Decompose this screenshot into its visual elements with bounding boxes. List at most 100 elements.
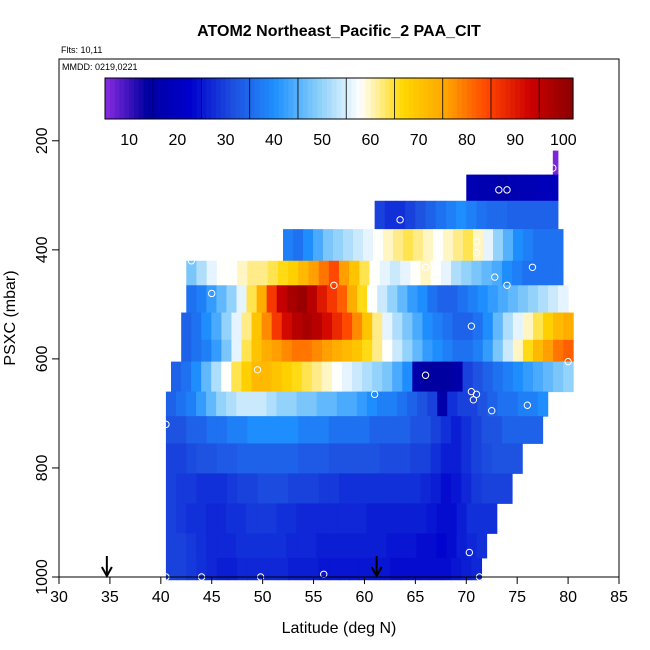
heatmap-cell — [247, 557, 259, 581]
heatmap-cell — [351, 361, 363, 393]
heatmap-cell — [342, 339, 353, 363]
heatmap-cell — [522, 361, 534, 393]
heatmap-cell — [326, 391, 338, 417]
heatmap-cell — [402, 339, 413, 363]
heatmap-cell — [430, 416, 442, 444]
colorbar-segment — [119, 78, 125, 119]
x-tick-label: 30 — [50, 589, 68, 606]
colorbar-segment — [486, 78, 492, 119]
heatmap-cell — [227, 473, 238, 504]
heatmap-cell — [257, 443, 269, 474]
sample-marker — [467, 322, 476, 330]
heatmap-cell — [372, 361, 383, 393]
heatmap-cell — [486, 200, 498, 230]
colorbar-tick-label: 50 — [313, 132, 331, 149]
heatmap-cell — [507, 285, 519, 314]
heatmap-cell — [471, 443, 483, 474]
heatmap-cell — [462, 361, 474, 393]
colorbar-frame — [104, 77, 574, 120]
colorbar-segment — [143, 78, 150, 119]
heatmap-cell — [311, 361, 323, 393]
colorbar-segment — [283, 78, 289, 119]
heatmap-cell — [405, 200, 416, 230]
heatmap-cell — [165, 416, 177, 444]
heatmap-cell — [231, 312, 242, 341]
x-tick-label: 50 — [254, 589, 272, 606]
heatmap-cell — [246, 503, 257, 534]
heatmap-cell — [266, 533, 277, 559]
colorbar-segment — [428, 78, 434, 119]
heatmap-cell — [221, 361, 232, 393]
heatmap-cell — [522, 416, 533, 444]
heatmap-cell — [379, 557, 391, 581]
heatmap-cell — [376, 503, 388, 534]
heatmap-cell — [321, 361, 333, 393]
heatmap-cell — [175, 503, 187, 534]
heatmap-cell — [201, 312, 212, 341]
heatmap-cell — [363, 229, 374, 262]
heatmap-cell — [420, 473, 432, 504]
heatmap-cell — [543, 361, 554, 393]
heatmap-cell — [206, 533, 217, 559]
heatmap-cell — [226, 285, 238, 314]
heatmap-cell — [331, 312, 343, 341]
heatmap-cell — [221, 339, 232, 363]
colorbar-segment — [206, 78, 212, 119]
heatmap-cell — [195, 503, 207, 534]
heatmap-cell — [512, 339, 524, 363]
heatmap-cell — [165, 557, 177, 581]
heatmap-cell — [512, 416, 523, 444]
heatmap-cell — [389, 443, 401, 474]
y-tick-label: 400 — [34, 236, 51, 263]
heatmap-cell — [420, 443, 432, 474]
heatmap-cell — [216, 533, 227, 559]
colorbar-segment — [109, 78, 116, 119]
sample-marker — [187, 257, 196, 265]
heatmap-cell — [186, 285, 197, 314]
heatmap-cell — [432, 339, 444, 363]
heatmap-cell — [257, 473, 269, 504]
heatmap-cell — [165, 503, 177, 534]
colorbar-segment — [326, 78, 333, 119]
colorbar-segment — [418, 78, 425, 119]
colorbar-segment — [442, 78, 449, 119]
heatmap-cell — [433, 229, 444, 262]
heatmap-cell — [301, 361, 313, 393]
colorbar-segment — [481, 78, 487, 119]
heatmap-cell — [537, 200, 549, 230]
colorbar-segment — [490, 78, 497, 119]
colorbar-segment — [534, 78, 540, 119]
heatmap-cell — [430, 443, 442, 474]
heatmap-cell — [176, 416, 187, 444]
heatmap-cell — [430, 557, 442, 581]
heatmap-cell — [389, 473, 401, 504]
colorbar-segment — [162, 78, 169, 119]
colorbar-tick-label: 10 — [120, 132, 138, 149]
heatmap-cell — [352, 312, 363, 341]
heatmap-cell — [201, 339, 212, 363]
sample-marker — [472, 390, 481, 399]
heatmap-cell — [356, 391, 368, 417]
heatmap-cell — [463, 229, 474, 262]
heatmap-cell — [339, 260, 350, 286]
heatmap-cell — [379, 443, 391, 474]
colorbar-segment — [500, 78, 507, 119]
heatmap-cell — [512, 443, 523, 474]
heatmap-cell — [553, 339, 564, 363]
heatmap-cell — [176, 443, 187, 474]
colorbar-segment — [370, 78, 376, 119]
heatmap-cell — [196, 260, 208, 286]
heatmap-cell — [246, 285, 258, 314]
heatmap-cell — [216, 260, 228, 286]
colorbar-segment — [457, 78, 463, 119]
heatmap-cell — [400, 416, 411, 444]
heatmap-cell — [382, 312, 393, 341]
heatmap-cell — [227, 416, 238, 444]
heatmap-cell — [471, 260, 483, 286]
heatmap-cell — [359, 473, 371, 504]
heatmap-cell — [277, 416, 289, 444]
heatmap-cell — [517, 285, 529, 314]
heatmap-cell — [281, 339, 293, 363]
heatmap-cell — [328, 473, 340, 504]
heatmap-cell — [303, 229, 314, 262]
